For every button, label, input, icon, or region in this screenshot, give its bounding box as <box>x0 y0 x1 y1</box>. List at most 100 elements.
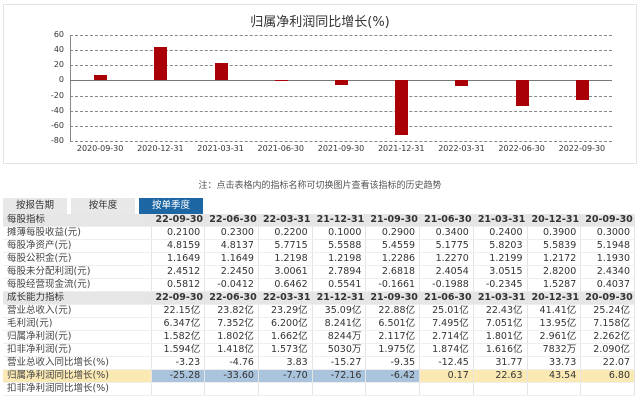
table-cell <box>473 382 528 396</box>
metric-name-link[interactable]: 每股公积金(元) <box>3 252 152 266</box>
table-cell: 0.3900 <box>527 226 582 240</box>
table-cell: -0.1988 <box>419 278 474 292</box>
table-cell: 0.2200 <box>258 226 313 240</box>
metric-name-link[interactable]: 归属净利润同比增长(%) <box>3 369 152 383</box>
x-tick-label: 2022-03-31 <box>438 144 485 153</box>
bar-2021-12-31[interactable] <box>395 80 409 136</box>
table-cell: -7.70 <box>258 369 313 383</box>
table-cell: 2.7894 <box>312 265 367 279</box>
table-cell: 0.5812 <box>151 278 206 292</box>
table-cell: 1.573亿 <box>258 343 313 357</box>
column-header: 21-12-31 <box>312 291 367 305</box>
bar-2021-03-31[interactable] <box>214 63 228 81</box>
table-cell: 6.200亿 <box>258 317 313 331</box>
column-header: 22-09-30 <box>151 214 206 227</box>
table-cell: 2.714亿 <box>419 330 474 344</box>
metric-name-link[interactable]: 归属净利润(元) <box>3 330 152 344</box>
metric-name-link[interactable]: 毛利润(元) <box>3 317 152 331</box>
table-cell: 0.4037 <box>580 278 635 292</box>
metric-name-link[interactable]: 每股经营现金流(元) <box>3 278 152 292</box>
section-header-row: 每股指标 22-09-30 22-06-30 22-03-31 21-12-31 21-0… <box>3 214 635 227</box>
bar-2020-12-31[interactable] <box>154 47 168 81</box>
table-cell: 0.3400 <box>419 226 474 240</box>
table-cell: 8244万 <box>312 330 367 344</box>
table-cell: 2.090亿 <box>580 343 635 357</box>
table-cell: 22.43亿 <box>473 304 528 318</box>
table-cell: 0.2300 <box>204 226 259 240</box>
table-cell: 1.582亿 <box>151 330 206 344</box>
table-cell: 1.874亿 <box>419 343 474 357</box>
table-cell: 0.17 <box>419 369 474 383</box>
table-cell: 1.2286 <box>365 252 421 266</box>
table-cell: 43.54 <box>527 369 582 383</box>
bar-2022-06-30[interactable] <box>515 80 529 106</box>
x-tick-label: 2021-12-31 <box>377 144 425 153</box>
bar-2022-09-30[interactable] <box>575 80 589 100</box>
table-cell: -12.45 <box>419 356 474 370</box>
table-cell: 6.80 <box>580 369 635 383</box>
table-cell: -3.23 <box>151 356 206 370</box>
y-tick-label: 20 <box>53 60 64 70</box>
bar-2021-09-30[interactable] <box>335 80 348 86</box>
tab-by-quarter[interactable]: 按单季度 <box>139 198 203 214</box>
tab-by-year[interactable]: 按年度 <box>71 198 135 214</box>
column-header: 22-06-30 <box>204 291 259 305</box>
metric-name-link[interactable]: 扣非净利润(元) <box>3 343 152 357</box>
table-cell: 5.5588 <box>312 239 367 253</box>
table-cell: 2.6818 <box>365 265 421 279</box>
table-cell: 0.2400 <box>473 226 528 240</box>
metric-name-link[interactable]: 营业总收入(元) <box>3 304 152 318</box>
metric-name-link[interactable]: 营业总收入同比增长(%) <box>3 356 152 370</box>
table-cell: 1.802亿 <box>204 330 259 344</box>
table-cell: 0.6462 <box>258 278 313 292</box>
table-cell: 6.347亿 <box>151 317 206 331</box>
table-cell: 23.82亿 <box>204 304 259 318</box>
metric-name-link[interactable]: 扣非净利润同比增长(%) <box>3 382 152 396</box>
table-cell <box>365 382 421 396</box>
table-row: 归属净利润(元) 1.582亿 1.802亿 1.662亿 8244万 2.117亿 2.7… <box>3 330 635 344</box>
table-cell: 1.5287 <box>527 278 582 292</box>
table-cell: -6.42 <box>365 369 421 383</box>
y-axis <box>70 35 71 141</box>
table-cell <box>204 382 259 396</box>
table-cell: 41.41亿 <box>527 304 582 318</box>
financial-table: 每股指标 22-09-30 22-06-30 22-03-31 21-12-31 21-0… <box>3 214 635 396</box>
table-cell: 22.63 <box>473 369 528 383</box>
table-cell: 1.418亿 <box>204 343 259 357</box>
metric-name-link[interactable]: 摊薄每股收益(元) <box>3 226 152 240</box>
bar-2022-03-31[interactable] <box>455 80 469 87</box>
table-cell: 3.83 <box>258 356 313 370</box>
bar-2020-09-30[interactable] <box>94 75 108 81</box>
column-header: 21-03-31 <box>473 291 528 305</box>
table-cell: -9.35 <box>365 356 421 370</box>
table-row: 扣非净利润(元) 1.594亿 1.418亿 1.573亿 5030万 1.975亿 1.8… <box>3 343 635 357</box>
table-cell: 1.2172 <box>527 252 582 266</box>
table-cell: 6.501亿 <box>365 317 421 331</box>
table-cell: 2.4340 <box>580 265 635 279</box>
column-header: 22-06-30 <box>204 214 259 227</box>
table-cell: 5.8203 <box>473 239 528 253</box>
section-header-row: 成长能力指标 22-09-30 22-06-30 22-03-31 21-12-31 21… <box>3 291 635 305</box>
column-header: 20-09-30 <box>580 214 635 227</box>
table-cell: 5.5839 <box>527 239 582 253</box>
table-cell: 1.801亿 <box>473 330 528 344</box>
table-cell: 4.8159 <box>151 239 206 253</box>
table-cell: 25.24亿 <box>580 304 635 318</box>
column-header: 21-06-30 <box>419 214 474 227</box>
table-row: 营业总收入(元) 22.15亿 23.82亿 23.29亿 35.09亿 22.88亿 25… <box>3 304 635 318</box>
table-cell: 31.77 <box>473 356 528 370</box>
table-cell: 22.88亿 <box>365 304 421 318</box>
table-cell: 1.975亿 <box>365 343 421 357</box>
tab-by-report-period[interactable]: 按报告期 <box>3 198 67 214</box>
table-cell: 7.352亿 <box>204 317 259 331</box>
metric-name-link[interactable]: 每股未分配利润(元) <box>3 265 152 279</box>
metric-name-link[interactable]: 每股净资产(元) <box>3 239 152 253</box>
table-cell: 2.262亿 <box>580 330 635 344</box>
y-tick-label: -40 <box>50 105 64 115</box>
table-cell: 7.051亿 <box>473 317 528 331</box>
section-title: 每股指标 <box>3 214 152 227</box>
table-cell: -4.76 <box>204 356 259 370</box>
x-tick-label: 2020-09-30 <box>76 144 124 153</box>
gridline <box>70 95 612 97</box>
y-tick-label: -20 <box>50 90 64 100</box>
